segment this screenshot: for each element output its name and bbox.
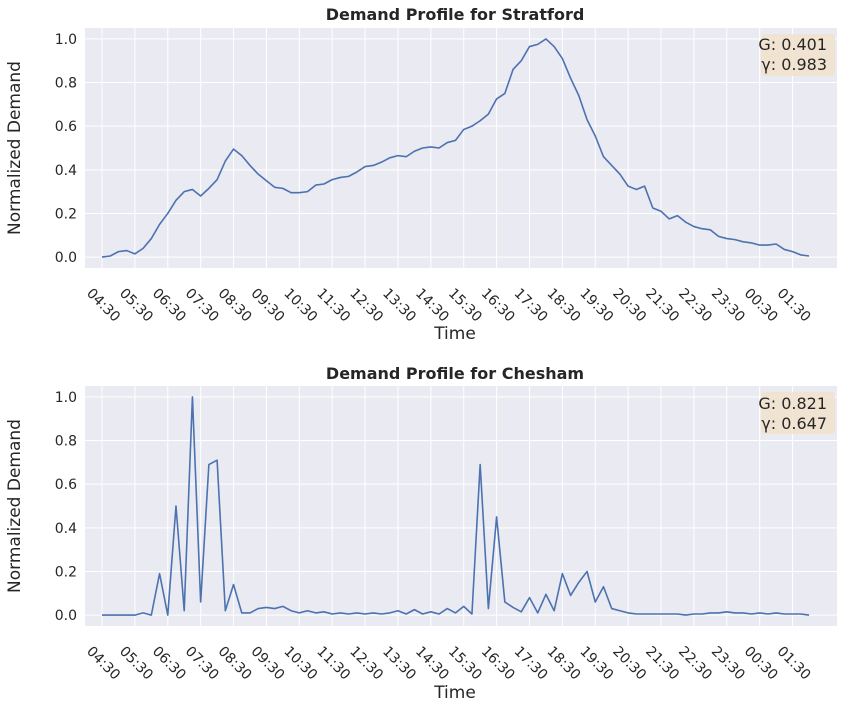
x-tick-label: 23:30 bbox=[708, 286, 748, 326]
x-tick-label: 16:30 bbox=[478, 286, 518, 326]
x-tick-label: 23:30 bbox=[708, 644, 748, 684]
chart-title: Demand Profile for Stratford bbox=[326, 5, 585, 24]
stat-g-value: G: 0.821 bbox=[758, 394, 827, 413]
x-tick-label: 07:30 bbox=[182, 286, 222, 326]
x-tick-label: 07:30 bbox=[182, 644, 222, 684]
x-tick-label: 13:30 bbox=[379, 644, 419, 684]
x-tick-label: 12:30 bbox=[346, 644, 386, 684]
y-tick-label: 0.8 bbox=[55, 76, 77, 92]
y-tick-label: 0.4 bbox=[55, 163, 77, 179]
x-tick-label: 19:30 bbox=[576, 286, 616, 326]
x-tick-label: 13:30 bbox=[379, 286, 419, 326]
x-tick-label: 15:30 bbox=[445, 644, 485, 684]
x-tick-label: 17:30 bbox=[511, 286, 551, 326]
plot-area bbox=[85, 28, 837, 268]
x-tick-label: 06:30 bbox=[149, 286, 189, 326]
x-tick-label: 16:30 bbox=[478, 644, 518, 684]
y-tick-label: 0.8 bbox=[55, 434, 77, 450]
y-axis-label: Normalized Demand bbox=[5, 61, 25, 235]
x-tick-label: 21:30 bbox=[642, 644, 682, 684]
x-tick-label: 12:30 bbox=[346, 286, 386, 326]
y-tick-label: 0.6 bbox=[55, 477, 77, 493]
x-tick-label: 04:30 bbox=[83, 286, 123, 326]
x-tick-label: 11:30 bbox=[313, 286, 353, 326]
x-tick-label: 05:30 bbox=[116, 644, 156, 684]
y-tick-label: 0.2 bbox=[55, 206, 77, 222]
stats-annotation: G: 0.821 γ: 0.647 bbox=[758, 392, 835, 434]
x-tick-label: 06:30 bbox=[149, 644, 189, 684]
x-tick-label: 22:30 bbox=[675, 644, 715, 684]
x-tick-label: 10:30 bbox=[280, 286, 320, 326]
x-tick-label: 08:30 bbox=[215, 644, 255, 684]
chart-title: Demand Profile for Chesham bbox=[326, 364, 584, 383]
series-line bbox=[102, 396, 810, 616]
x-tick-label: 20:30 bbox=[609, 644, 649, 684]
x-tick-label: 08:30 bbox=[215, 286, 255, 326]
stats-box bbox=[761, 392, 835, 434]
x-tick-label: 09:30 bbox=[248, 644, 288, 684]
x-tick-label: 14:30 bbox=[412, 286, 452, 326]
y-tick-label: 0.0 bbox=[55, 250, 77, 266]
y-tick-label: 1.0 bbox=[55, 390, 77, 406]
y-tick-label: 0.6 bbox=[55, 119, 77, 135]
x-tick-label: 09:30 bbox=[248, 286, 288, 326]
series-line bbox=[101, 38, 810, 258]
y-tick-label: 0.4 bbox=[55, 521, 77, 537]
y-tick-label: 1.0 bbox=[55, 32, 77, 48]
plot-area bbox=[85, 386, 837, 626]
x-tick-label: 01:30 bbox=[774, 286, 814, 326]
stats-box bbox=[761, 34, 835, 76]
x-tick-label: 21:30 bbox=[642, 286, 682, 326]
stat-gamma-value: γ: 0.983 bbox=[761, 55, 827, 74]
x-tick-label: 11:30 bbox=[313, 644, 353, 684]
x-tick-label: 10:30 bbox=[280, 644, 320, 684]
x-axis-label: Time bbox=[433, 324, 476, 344]
x-tick-label: 01:30 bbox=[774, 644, 814, 684]
stat-g-value: G: 0.401 bbox=[758, 35, 827, 54]
x-tick-label: 04:30 bbox=[83, 644, 123, 684]
x-tick-label: 14:30 bbox=[412, 644, 452, 684]
x-tick-label: 18:30 bbox=[544, 644, 584, 684]
x-tick-label: 00:30 bbox=[741, 644, 781, 684]
chart-panel-chesham: 0.0 0.2 0.4 0.6 0.8 1.0 04:3005:3006:3007:3008… bbox=[5, 364, 837, 703]
x-tick-label: 15:30 bbox=[445, 286, 485, 326]
x-tick-label: 19:30 bbox=[576, 644, 616, 684]
x-tick-label: 00:30 bbox=[741, 286, 781, 326]
x-tick-label: 17:30 bbox=[511, 644, 551, 684]
y-axis-label: Normalized Demand bbox=[5, 419, 25, 593]
stats-annotation: G: 0.401 γ: 0.983 bbox=[758, 34, 835, 76]
x-tick-label: 22:30 bbox=[675, 286, 715, 326]
gridlines bbox=[85, 386, 837, 626]
y-tick-label: 0.0 bbox=[55, 608, 77, 624]
gridlines bbox=[85, 28, 837, 268]
x-tick-label: 18:30 bbox=[544, 286, 584, 326]
y-tick-label: 0.2 bbox=[55, 564, 77, 580]
x-tick-label: 05:30 bbox=[116, 286, 156, 326]
chart-panel-stratford: 0.0 0.2 0.4 0.6 0.8 1.0 04:3005:3006:3007:3008… bbox=[5, 5, 837, 344]
x-axis-label: Time bbox=[433, 683, 476, 703]
stat-gamma-value: γ: 0.647 bbox=[761, 414, 827, 433]
x-tick-label: 20:30 bbox=[609, 286, 649, 326]
